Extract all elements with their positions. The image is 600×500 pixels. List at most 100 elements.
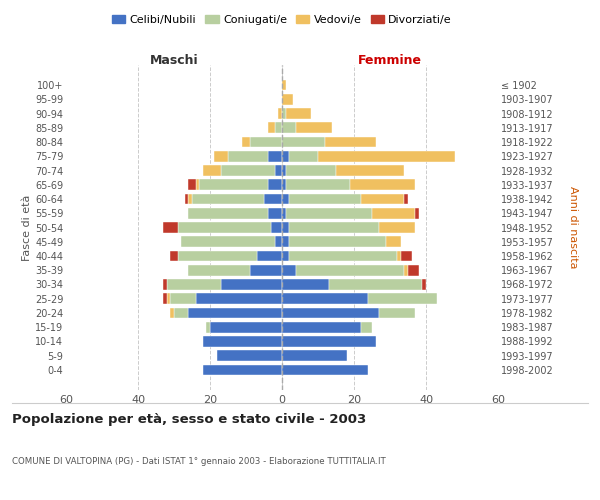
Bar bbox=[386, 236, 401, 247]
Bar bbox=[282, 108, 286, 119]
Bar bbox=[203, 364, 282, 375]
Y-axis label: Anni di nascita: Anni di nascita bbox=[568, 186, 578, 269]
Bar bbox=[422, 279, 426, 290]
Bar bbox=[379, 222, 415, 233]
Bar bbox=[282, 165, 286, 176]
Bar bbox=[221, 279, 282, 290]
Bar bbox=[289, 236, 386, 247]
Bar bbox=[282, 364, 368, 375]
Bar bbox=[206, 322, 210, 332]
Bar bbox=[415, 208, 419, 218]
Bar bbox=[196, 294, 282, 304]
Bar bbox=[199, 180, 268, 190]
Bar bbox=[188, 265, 250, 276]
Bar bbox=[325, 136, 376, 147]
Bar bbox=[282, 308, 379, 318]
Bar bbox=[296, 265, 404, 276]
Bar bbox=[188, 180, 196, 190]
Bar bbox=[282, 294, 368, 304]
Bar bbox=[163, 294, 167, 304]
Bar bbox=[185, 194, 188, 204]
Legend: Celibi/Nubili, Coniugati/e, Vedovi/e, Divorziati/e: Celibi/Nubili, Coniugati/e, Vedovi/e, Di… bbox=[107, 10, 457, 29]
Bar bbox=[170, 294, 196, 304]
Bar bbox=[372, 208, 415, 218]
Bar bbox=[268, 208, 282, 218]
Bar bbox=[286, 165, 336, 176]
Bar bbox=[167, 279, 221, 290]
Bar bbox=[282, 94, 293, 104]
Bar bbox=[170, 250, 178, 262]
Bar bbox=[329, 279, 422, 290]
Bar bbox=[282, 265, 296, 276]
Text: COMUNE DI VALTOPINA (PG) - Dati ISTAT 1° gennaio 2003 - Elaborazione TUTTITALIA.: COMUNE DI VALTOPINA (PG) - Dati ISTAT 1°… bbox=[12, 458, 386, 466]
Bar bbox=[361, 322, 372, 332]
Bar bbox=[221, 165, 275, 176]
Bar bbox=[278, 108, 282, 119]
Text: Maschi: Maschi bbox=[149, 54, 199, 66]
Bar bbox=[336, 165, 404, 176]
Bar bbox=[361, 194, 404, 204]
Bar bbox=[188, 194, 192, 204]
Bar bbox=[286, 108, 311, 119]
Bar bbox=[282, 236, 289, 247]
Bar bbox=[282, 136, 325, 147]
Bar bbox=[282, 80, 286, 90]
Bar bbox=[275, 122, 282, 133]
Bar bbox=[368, 294, 437, 304]
Bar bbox=[379, 308, 415, 318]
Bar bbox=[282, 279, 329, 290]
Bar bbox=[350, 180, 415, 190]
Bar bbox=[178, 250, 257, 262]
Bar bbox=[408, 265, 419, 276]
Bar bbox=[178, 222, 271, 233]
Bar bbox=[250, 265, 282, 276]
Bar bbox=[264, 194, 282, 204]
Bar bbox=[181, 236, 275, 247]
Bar bbox=[282, 336, 376, 346]
Bar bbox=[214, 151, 228, 162]
Bar bbox=[203, 165, 221, 176]
Bar bbox=[163, 222, 178, 233]
Bar bbox=[192, 194, 264, 204]
Bar bbox=[401, 250, 412, 262]
Bar bbox=[188, 308, 282, 318]
Text: Popolazione per età, sesso e stato civile - 2003: Popolazione per età, sesso e stato civil… bbox=[12, 412, 366, 426]
Bar bbox=[275, 236, 282, 247]
Bar bbox=[289, 194, 361, 204]
Bar bbox=[217, 350, 282, 361]
Bar bbox=[286, 180, 350, 190]
Bar bbox=[188, 208, 268, 218]
Bar bbox=[282, 250, 289, 262]
Bar bbox=[174, 308, 188, 318]
Bar bbox=[397, 250, 401, 262]
Bar bbox=[196, 180, 199, 190]
Bar bbox=[404, 265, 408, 276]
Bar bbox=[289, 222, 379, 233]
Bar bbox=[167, 294, 170, 304]
Bar bbox=[210, 322, 282, 332]
Bar bbox=[289, 250, 397, 262]
Bar bbox=[296, 122, 332, 133]
Bar bbox=[282, 208, 286, 218]
Bar bbox=[282, 122, 296, 133]
Bar bbox=[268, 180, 282, 190]
Bar bbox=[282, 222, 289, 233]
Bar bbox=[163, 279, 167, 290]
Bar bbox=[228, 151, 268, 162]
Bar bbox=[170, 308, 174, 318]
Bar bbox=[289, 151, 318, 162]
Bar bbox=[404, 194, 408, 204]
Bar bbox=[275, 165, 282, 176]
Bar bbox=[268, 151, 282, 162]
Bar bbox=[282, 322, 361, 332]
Bar bbox=[250, 136, 282, 147]
Bar bbox=[257, 250, 282, 262]
Bar bbox=[282, 194, 289, 204]
Bar bbox=[271, 222, 282, 233]
Bar bbox=[286, 208, 372, 218]
Bar bbox=[282, 151, 289, 162]
Bar bbox=[282, 180, 286, 190]
Bar bbox=[268, 122, 275, 133]
Bar bbox=[318, 151, 455, 162]
Bar bbox=[242, 136, 250, 147]
